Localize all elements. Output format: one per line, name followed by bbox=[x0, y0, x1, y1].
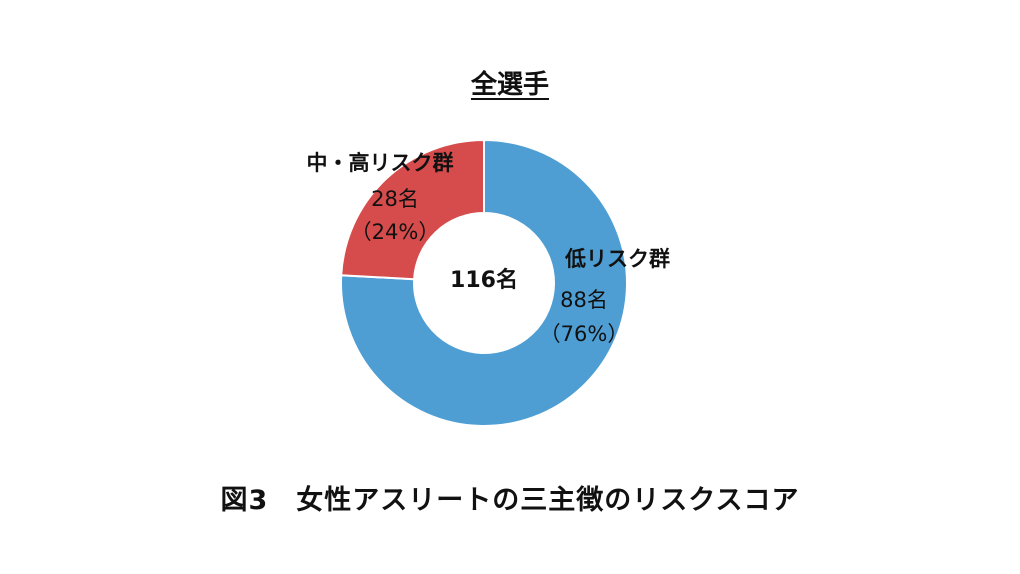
slice-percent-low-risk: （76%） bbox=[540, 322, 629, 346]
slice-high-risk bbox=[340, 138, 485, 281]
slice-count-high-risk: 28名 bbox=[371, 187, 419, 211]
slice-low-risk bbox=[340, 138, 628, 427]
slice-percent-high-risk: （24%） bbox=[351, 220, 440, 244]
figure-caption: 図3 女性アスリートの三主徴のリスクスコア bbox=[220, 485, 800, 516]
chart-title: 全選手 bbox=[470, 70, 549, 100]
slice-name-low-risk: 低リスク群 bbox=[564, 247, 670, 271]
center-label: 116名 bbox=[450, 267, 518, 293]
slice-count-low-risk: 88名 bbox=[560, 288, 608, 312]
slice-name-high-risk: 中・高リスク群 bbox=[307, 151, 454, 175]
